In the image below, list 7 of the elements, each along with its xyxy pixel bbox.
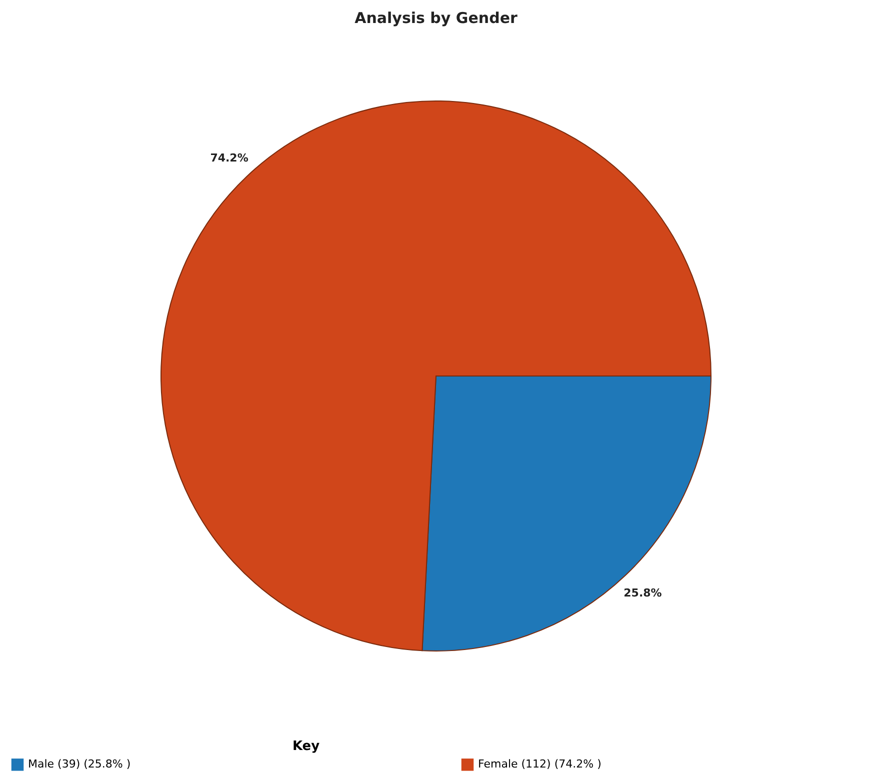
pie-slice bbox=[160, 100, 712, 652]
chart-title: Analysis by Gender bbox=[354, 9, 518, 27]
legend-title: Key bbox=[292, 739, 320, 754]
data-label: 25.8% bbox=[624, 586, 662, 600]
legend-label: Female (112) (74.2% ) bbox=[478, 758, 602, 771]
legend-label: Male (39) (25.8% ) bbox=[28, 758, 131, 771]
data-label: 74.2% bbox=[210, 152, 248, 165]
